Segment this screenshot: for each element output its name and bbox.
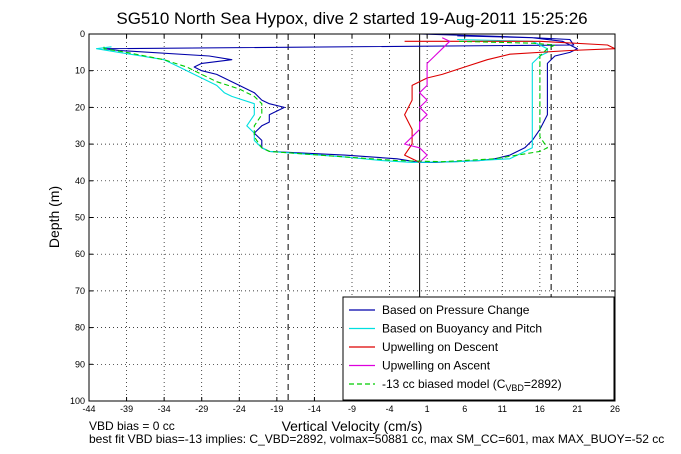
- x-tick-label: 6: [462, 404, 467, 414]
- x-tick-label: 1: [425, 404, 430, 414]
- series-line: [404, 37, 451, 163]
- x-tick-label: 11: [498, 404, 507, 414]
- x-axis-ticks: -44 -39 -34 -29 -24 -19 -14 -9 -4 1 6 11 16 21 26: [82, 34, 620, 414]
- y-tick-label: 30: [75, 139, 85, 149]
- best-fit-note: best fit VBD bias=-13 implies: C_VBD=289…: [89, 432, 664, 446]
- x-tick-label: -4: [386, 404, 394, 414]
- legend-label: Based on Pressure Change: [382, 303, 530, 317]
- legend-box: [342, 296, 615, 401]
- y-tick-label: 10: [75, 66, 85, 76]
- y-axis-label: Depth (m): [46, 186, 62, 248]
- x-tick-label: 26: [610, 404, 620, 414]
- series-line: [103, 33, 578, 163]
- chart-title: SG510 North Sea Hypox, dive 2 started 19…: [116, 9, 587, 28]
- y-tick-label: 0: [80, 29, 85, 39]
- y-tick-label: 50: [75, 213, 85, 223]
- legend-label: -13 cc biased model (CVBD=2892): [382, 377, 562, 393]
- y-tick-label: 80: [75, 323, 85, 333]
- x-axis-label: Vertical Velocity (cm/s): [282, 418, 423, 434]
- legend-label: Based on Buoyancy and Pitch: [382, 322, 542, 336]
- x-tick-label: -9: [348, 404, 356, 414]
- legend-label: Upwelling on Descent: [382, 340, 499, 354]
- y-tick-label: 40: [75, 176, 85, 186]
- y-tick-label: 90: [75, 359, 85, 369]
- y-tick-label: 20: [75, 102, 85, 112]
- series-line: [103, 40, 556, 163]
- x-tick-label: 16: [535, 404, 545, 414]
- x-tick-label: -24: [233, 404, 246, 414]
- x-tick-label: 21: [572, 404, 582, 414]
- x-tick-label: -39: [120, 404, 133, 414]
- x-tick-label: -44: [82, 404, 95, 414]
- vbd-bias-note: VBD bias = 0 cc: [89, 419, 175, 433]
- y-axis-ticks: 0 10 20 30 40 50 60 70 80 90 100: [70, 29, 615, 406]
- x-tick-label: -19: [270, 404, 283, 414]
- x-tick-label: -34: [158, 404, 171, 414]
- data-series: [95, 33, 616, 163]
- x-tick-label: -14: [308, 404, 321, 414]
- y-tick-label: 100: [70, 396, 85, 406]
- x-tick-label: -29: [195, 404, 208, 414]
- legend-label: Upwelling on Ascent: [382, 359, 491, 373]
- legend: Based on Pressure Change Based on Buoyanc…: [342, 296, 615, 401]
- y-tick-label: 70: [75, 286, 85, 296]
- y-tick-label: 60: [75, 249, 85, 259]
